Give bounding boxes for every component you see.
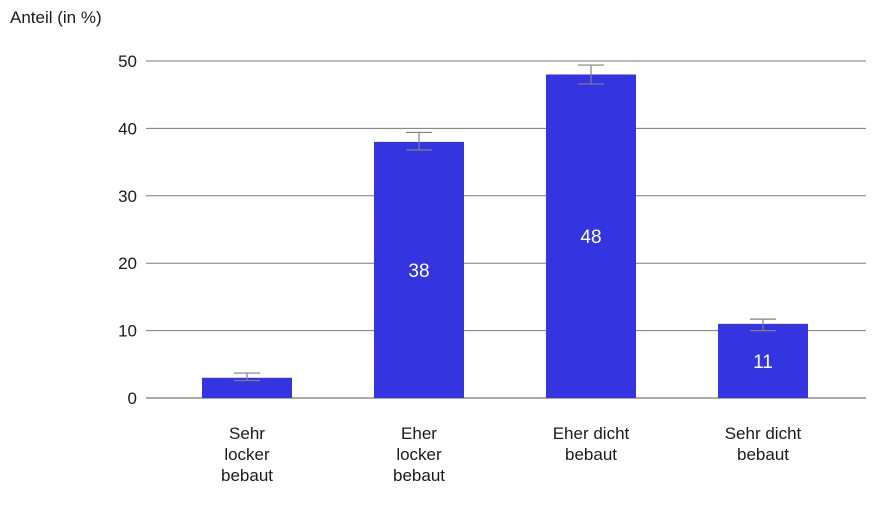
data-label: 48 [580,227,601,248]
y-tick-label: 0 [128,389,137,408]
y-axis-label: Anteil (in %) [10,8,102,27]
bar [202,377,292,398]
data-label: 11 [753,352,773,373]
y-tick-label: 40 [118,119,137,138]
bar [546,74,636,398]
y-tick-label: 10 [118,322,137,341]
y-tick-label: 30 [118,187,137,206]
x-tick-label: Eher dicht bebaut [552,424,630,464]
x-tick-label: Sehr dicht bebaut [724,424,802,464]
y-tick-label: 20 [118,254,137,273]
x-tick-label: Eher locker bebaut [393,424,445,485]
data-label: 38 [408,261,429,282]
y-tick-label: 50 [118,52,137,71]
bar [374,141,464,398]
x-tick-label: Sehr locker bebaut [221,424,273,485]
bar [718,323,808,398]
